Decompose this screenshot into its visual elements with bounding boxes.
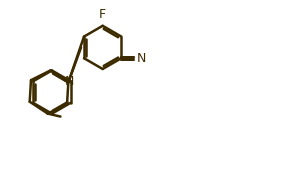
Text: F: F xyxy=(99,8,106,21)
Text: N: N xyxy=(65,75,74,88)
Text: N: N xyxy=(137,52,146,65)
